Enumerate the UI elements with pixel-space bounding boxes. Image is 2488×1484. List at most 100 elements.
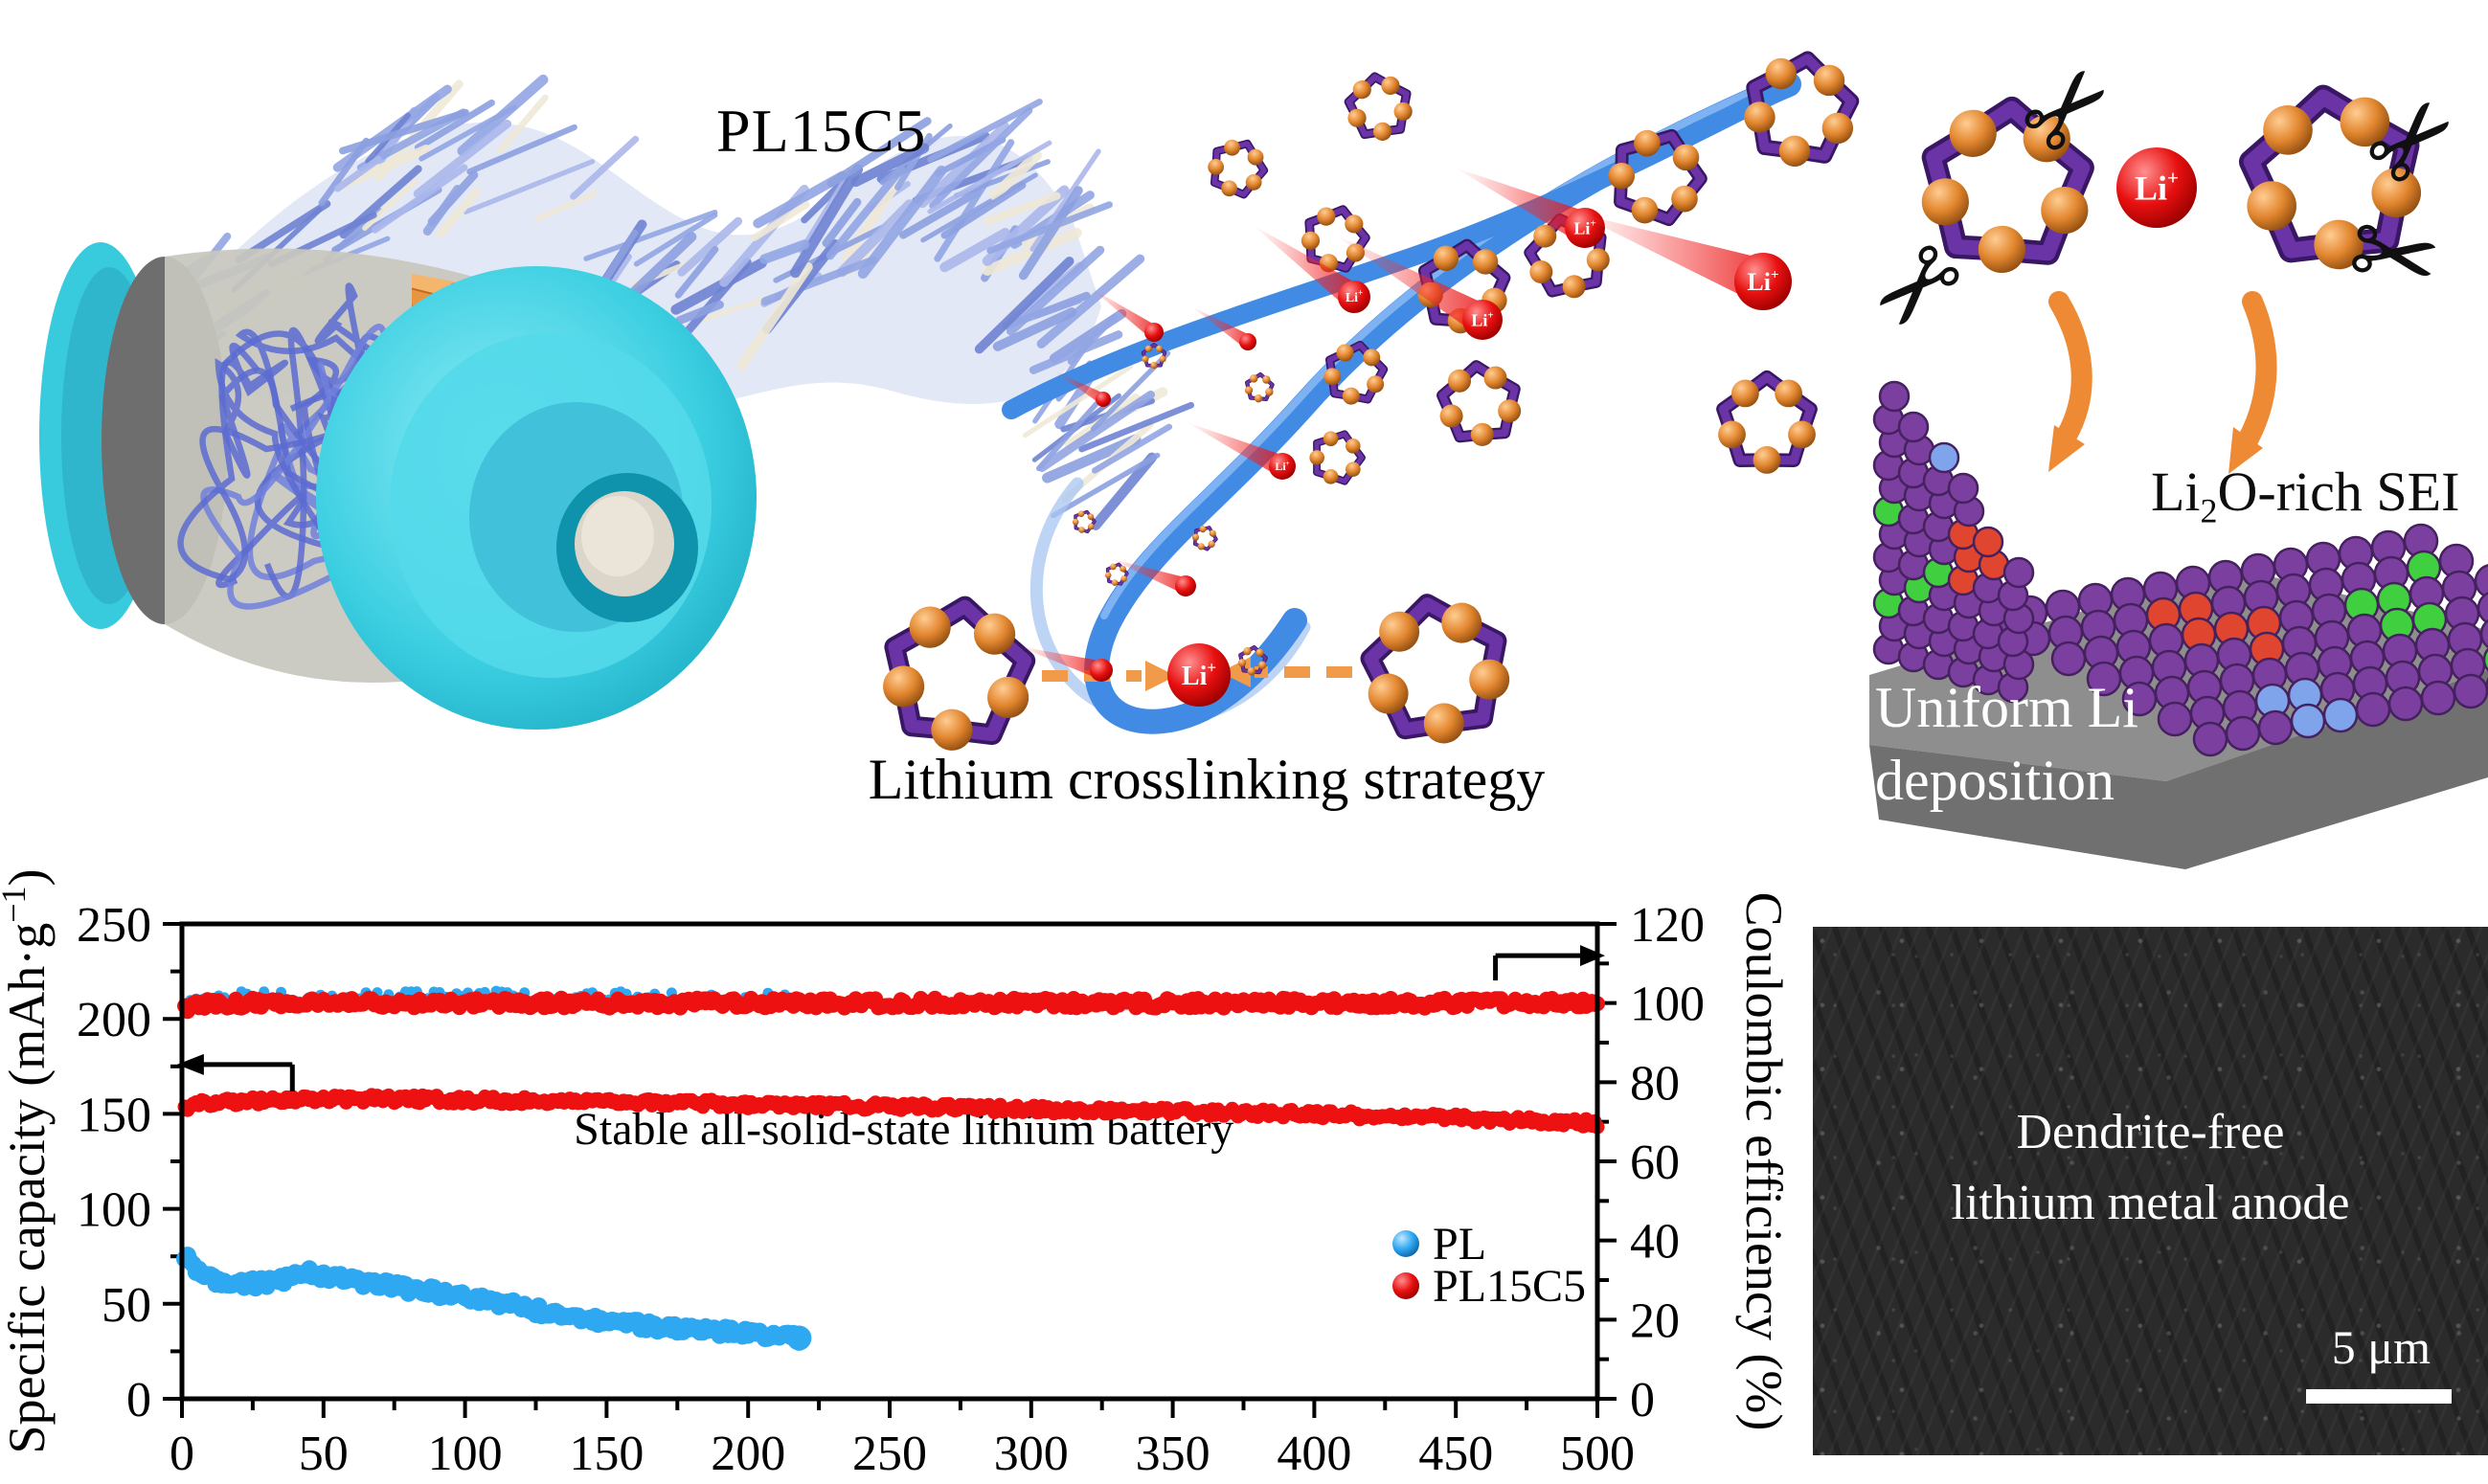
scissored-crown-left	[1921, 96, 2094, 274]
y-left-tick-label: 250	[77, 898, 151, 953]
crown-ether-small-icon	[1191, 526, 1218, 551]
uniform-li-deposition-label: Uniform Li deposition	[1875, 672, 2138, 817]
y-right-tick-label: 80	[1630, 1056, 1680, 1111]
y-right-tick-label: 0	[1630, 1373, 1655, 1428]
li-ion-trail	[1018, 646, 1104, 679]
crown-ether-icon	[1716, 370, 1818, 474]
sem-caption-line1: Dendrite-free	[2016, 1105, 2285, 1159]
pl-series-end-marker	[786, 1325, 812, 1351]
crown-ether-icon	[1344, 72, 1413, 141]
li2o-suffix: O-rich SEI	[2217, 461, 2460, 523]
li-ion-trail	[1191, 306, 1252, 348]
li-ion-icon	[1053, 371, 1111, 407]
y-left-tick-label: 0	[126, 1373, 151, 1428]
li-ion-trail	[1053, 371, 1106, 404]
crown-ether-icon	[1608, 128, 1708, 227]
sem-caption-line2: lithium metal anode	[1951, 1175, 2350, 1230]
down-arrow-right	[2238, 291, 2277, 449]
x-tick-label: 0	[170, 1427, 194, 1481]
li-ion-icon: Li+	[2116, 147, 2197, 228]
li-ion-icon: Li+	[1187, 422, 1296, 480]
y-left-tick-label: 50	[102, 1278, 151, 1333]
legend-label-PL15C5: PL15C5	[1433, 1261, 1586, 1312]
sem-image: Dendrite-free lithium metal anode 5 μm	[1813, 927, 2488, 1455]
series-PL15C5-coulombic-efficiency	[177, 990, 1605, 1020]
li-ion-label: Li+	[1182, 658, 1216, 691]
y-right-tick-label: 40	[1630, 1215, 1680, 1270]
crown-ether-small-icon	[1244, 371, 1275, 403]
y-right-axis-title: Coulombic efficiency (%)	[1735, 892, 1793, 1431]
li-ion-icon: Li+	[1574, 213, 1792, 310]
x-tick-label: 350	[1136, 1427, 1210, 1481]
li-ion-icon	[1191, 306, 1256, 350]
x-tick-label: 400	[1277, 1427, 1351, 1481]
li-ion-trail	[1109, 558, 1188, 594]
y-right-tick-label: 100	[1630, 978, 1705, 1032]
membrane-label: PL15C5	[716, 97, 927, 165]
crown-ether-icon	[1323, 340, 1389, 405]
series-PL15C5-specific-capacity	[177, 1088, 1605, 1135]
x-tick-label: 250	[852, 1427, 927, 1481]
series-PL-specific-capacity	[176, 1247, 812, 1351]
plot-border	[179, 921, 1600, 1402]
illustration-canvas: Li+Li+Li+Li+Li+Li+Li+ ✂✂✂✂	[39, 34, 2488, 869]
x-tick-label: 450	[1418, 1427, 1493, 1481]
legend-marker-PL	[1392, 1230, 1419, 1257]
li-ion-icon: Li+	[1167, 643, 1231, 707]
reaction-arrows	[2048, 291, 2277, 474]
y-left-axis-title: Specific capacity (mAh·g−1)	[0, 868, 56, 1453]
crown-ether-icon	[1301, 205, 1370, 273]
li-ion-trail	[1187, 422, 1287, 476]
scale-bar	[2306, 1389, 2452, 1404]
li-ion-icon	[1091, 288, 1164, 342]
li-ion-trail	[1253, 225, 1362, 307]
chart-tick-labels: 0 50 100 150 200 250 300 350 400 450 5000501001502…	[77, 898, 1705, 1481]
y-right-tick-label: 60	[1630, 1135, 1680, 1190]
x-tick-label: 200	[711, 1427, 785, 1481]
li-ion-trail	[1091, 288, 1158, 338]
li-ion-trail	[1574, 213, 1771, 303]
li-ion-trail	[1455, 168, 1592, 242]
ribbon-main	[1084, 72, 1801, 734]
li2o-subscript: 2	[2200, 491, 2218, 530]
x-tick-label: 500	[1560, 1427, 1635, 1481]
sei-sphere-layer	[1872, 380, 2488, 757]
y-left-tick-label: 100	[77, 1183, 151, 1238]
crown-ether-icon	[1309, 430, 1366, 485]
li2o-prefix: Li	[2151, 461, 2201, 523]
x-tick-label: 300	[994, 1427, 1069, 1481]
substrate-front-face	[1869, 670, 2488, 869]
crown-ether-small-icon	[1237, 644, 1268, 676]
crosslink-crown-left	[883, 596, 1036, 751]
crown-ethers	[883, 51, 2422, 751]
battery-illustration	[39, 242, 757, 730]
small-crown-ethers	[1072, 343, 1275, 676]
crown-ether-icon	[1208, 139, 1269, 199]
scissors-icon: ✂	[2340, 188, 2450, 326]
x-tick-label: 100	[428, 1427, 503, 1481]
x-tick-label: 150	[569, 1427, 644, 1481]
sem-caption: Dendrite-free lithium metal anode	[1813, 1097, 2488, 1239]
y-left-tick-label: 150	[77, 1088, 151, 1142]
scale-bar-label: 5 μm	[2331, 1320, 2431, 1374]
li-deposition-illustration	[1869, 380, 2488, 869]
x-tick-label: 50	[299, 1427, 349, 1481]
li2o-sei-label: Li2O-rich SEI	[2151, 460, 2459, 531]
crown-ether-icon	[1436, 360, 1522, 446]
dashed-arrowhead-right	[1145, 661, 1176, 691]
legend-label-PL: PL	[1433, 1219, 1486, 1270]
li-ion-icon	[1109, 558, 1196, 596]
y-right-tick-label: 20	[1630, 1293, 1680, 1348]
legend-marker-PL15C5	[1392, 1272, 1419, 1299]
crown-ether-icon	[1744, 51, 1860, 167]
uniform-li-line1: Uniform Li	[1875, 676, 2138, 739]
crosslink-crown-right	[1360, 594, 1510, 744]
crown-ether-small-icon	[1104, 562, 1129, 586]
li-ion-icon	[1018, 646, 1113, 682]
li-ion-icon: Li+	[1333, 234, 1503, 340]
uniform-li-line2: deposition	[1875, 748, 2115, 812]
crown-ether-small-icon	[1072, 509, 1097, 534]
